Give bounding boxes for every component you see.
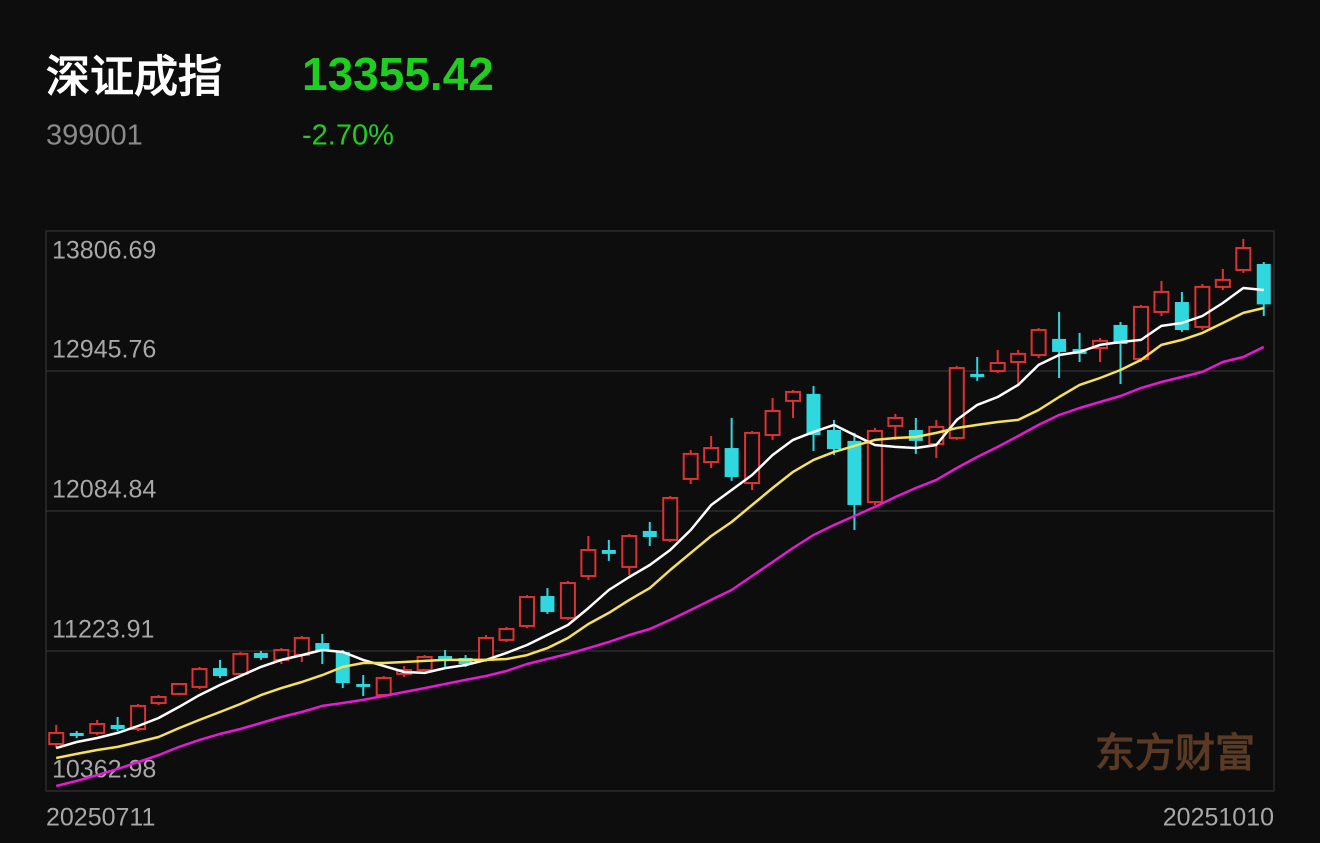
index-code: 399001 <box>46 120 143 152</box>
candle-body <box>826 429 841 450</box>
candle-body <box>948 367 965 439</box>
candle-body <box>970 373 985 377</box>
candle-body <box>1174 302 1189 330</box>
candle-body <box>1030 328 1047 357</box>
watermark: 东方财富 <box>1095 732 1255 776</box>
candle-body <box>1010 352 1027 364</box>
candle-body <box>908 429 923 441</box>
candle-body <box>293 636 310 657</box>
candle-body <box>764 409 781 437</box>
y-tick-label: 13806.69 <box>52 237 156 265</box>
candle-body <box>232 652 249 675</box>
candle-body <box>1113 324 1128 344</box>
candle-body <box>1214 278 1231 288</box>
index-name: 深证成指 <box>46 53 222 102</box>
candle-body <box>703 447 720 464</box>
x-tick-label: 20251010 <box>1163 804 1274 832</box>
price: 13355.42 <box>302 48 494 100</box>
ma-line <box>55 286 1264 750</box>
candle-body <box>806 393 821 436</box>
candle-body <box>887 416 904 427</box>
candle-body <box>642 530 657 537</box>
candle-body <box>356 683 371 687</box>
y-tick-label: 12945.76 <box>52 336 156 364</box>
candle-body <box>478 636 495 661</box>
candle-body <box>375 676 392 697</box>
candle-body <box>540 596 555 612</box>
ma-line <box>55 345 1265 788</box>
candle-body <box>253 652 268 658</box>
candle-body <box>601 550 616 554</box>
candle-body <box>989 361 1006 372</box>
candle-body <box>315 643 330 651</box>
candle-body <box>1052 338 1067 352</box>
candle-body <box>847 440 862 505</box>
candle-body <box>866 429 883 504</box>
change: -2.70% <box>302 120 394 152</box>
candle-body <box>110 724 125 730</box>
candle-body <box>212 668 227 677</box>
candle-body <box>724 448 739 477</box>
candle-body <box>580 549 597 578</box>
candle-body <box>498 628 515 641</box>
candle-body <box>559 582 576 619</box>
y-tick-label: 12084.84 <box>52 476 156 504</box>
x-tick-label: 20250711 <box>46 804 155 832</box>
candle-body <box>1256 263 1271 305</box>
candle-body <box>1194 285 1211 328</box>
candle-body <box>130 704 147 731</box>
candle-body <box>416 656 433 672</box>
candle-body <box>69 732 84 737</box>
candle-body <box>662 496 679 541</box>
candle-body <box>150 696 167 705</box>
candle-body <box>621 535 638 568</box>
candle-body <box>438 656 453 661</box>
candle-body <box>682 452 699 480</box>
ma-line <box>55 306 1265 760</box>
candle-body <box>928 425 945 445</box>
candle-body <box>1132 305 1149 360</box>
candle-body <box>171 682 188 695</box>
candle-body <box>518 595 535 627</box>
candle-body <box>785 390 802 402</box>
candle-body <box>48 731 65 746</box>
candle-body <box>1153 290 1170 313</box>
candle-body <box>1235 247 1252 271</box>
candle-body <box>191 668 208 688</box>
y-tick-label: 10362.98 <box>52 756 156 784</box>
y-tick-label: 11223.91 <box>52 616 154 644</box>
candle-body <box>89 722 106 734</box>
